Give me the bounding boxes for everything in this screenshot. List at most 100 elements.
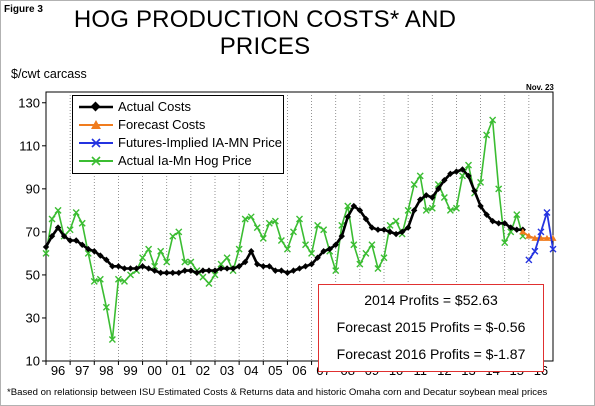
actual-costs-point xyxy=(398,228,406,236)
x-tick-label: 06 xyxy=(292,363,306,378)
figure-label: Figure 3 xyxy=(4,4,43,15)
actual-price-point xyxy=(440,193,448,201)
legend-item-actual-price: Actual Ia-Mn Hog Price xyxy=(79,152,279,170)
futures-price-point xyxy=(531,247,539,255)
actual-costs-point xyxy=(471,187,478,195)
frame-left-border xyxy=(0,0,1,406)
actual-costs-point xyxy=(54,224,62,231)
actual-price-point xyxy=(265,219,273,227)
actual-price-point xyxy=(163,258,171,266)
forecast-costs-point xyxy=(525,232,533,239)
actual-costs-point xyxy=(344,213,351,221)
actual-price-point xyxy=(66,226,74,234)
date-note: Nov. 23 xyxy=(526,83,554,92)
actual-costs-point xyxy=(211,267,219,274)
actual-price-point xyxy=(78,219,86,227)
x-tick-label: 00 xyxy=(147,363,161,378)
x-tick-label: 05 xyxy=(268,363,282,378)
actual-costs-point xyxy=(513,226,520,233)
x-tick-label: 03 xyxy=(220,363,234,378)
actual-costs-point xyxy=(181,267,189,274)
actual-costs-point xyxy=(91,248,98,255)
actual-costs-point xyxy=(332,241,339,248)
actual-price-point xyxy=(187,258,195,266)
actual-price-point xyxy=(386,221,394,229)
actual-costs-point xyxy=(429,194,436,201)
actual-price-point xyxy=(332,267,340,275)
actual-costs-point xyxy=(483,211,490,218)
actual-price-point xyxy=(416,172,424,180)
actual-price-point xyxy=(314,221,322,229)
frame-top-border xyxy=(0,0,595,1)
actual-price-point xyxy=(368,241,376,249)
actual-costs-point xyxy=(169,269,176,276)
actual-price-point xyxy=(181,258,189,266)
actual-price-point xyxy=(380,254,388,262)
actual-costs-point xyxy=(320,248,327,255)
actual-costs-point xyxy=(410,207,418,214)
x-tick-label: 96 xyxy=(51,363,65,378)
actual-costs-point xyxy=(48,232,56,240)
actual-costs-point xyxy=(266,263,273,270)
actual-costs-point xyxy=(97,252,104,259)
x-tick-label: 01 xyxy=(172,363,186,378)
actual-costs-point xyxy=(350,202,358,210)
actual-costs-point xyxy=(60,232,68,240)
profit-2014: 2014 Profits = $52.63 xyxy=(364,292,498,308)
actual-price-point xyxy=(452,204,460,212)
actual-price-point xyxy=(54,206,62,214)
futures-price-point xyxy=(549,245,557,253)
actual-costs-point xyxy=(151,267,158,274)
actual-price-point xyxy=(145,245,153,253)
actual-costs-point xyxy=(79,241,86,248)
actual-costs-point xyxy=(423,192,430,199)
profit-forecast-2016: Forecast 2016 Profits = $-1.87 xyxy=(336,346,526,362)
legend-item-futures-price: Futures-Implied IA-MN Price xyxy=(79,134,282,152)
actual-costs-point xyxy=(501,220,508,227)
actual-price-point xyxy=(84,249,92,257)
actual-costs-point xyxy=(453,168,460,175)
legend-swatch-actual-costs xyxy=(79,101,113,112)
actual-costs-point xyxy=(85,245,92,253)
actual-price-point xyxy=(392,217,400,225)
actual-price-point xyxy=(90,277,98,285)
actual-price-point xyxy=(120,277,128,285)
actual-costs-point xyxy=(404,224,412,231)
x-tick-label: 04 xyxy=(244,363,258,378)
y-tick-label: 50 xyxy=(26,267,40,282)
forecast-costs-point xyxy=(519,228,527,235)
actual-costs-point xyxy=(392,230,400,238)
actual-costs-point xyxy=(507,224,514,231)
actual-price-point xyxy=(108,335,116,343)
actual-costs-point xyxy=(223,265,231,272)
profits-box: 2014 Profits = $52.63 Forecast 2015 Prof… xyxy=(318,284,544,372)
profit-forecast-2015: Forecast 2015 Profits = $-0.56 xyxy=(336,319,526,335)
actual-costs-point xyxy=(133,265,140,272)
y-tick-label: 10 xyxy=(26,354,40,369)
actual-price-point xyxy=(175,228,183,236)
actual-price-point xyxy=(374,264,382,272)
actual-costs-point xyxy=(109,263,116,270)
forecast-costs-point xyxy=(531,234,539,241)
actual-costs-point xyxy=(139,263,146,270)
actual-costs-point xyxy=(477,202,484,210)
actual-costs-point xyxy=(121,265,128,272)
actual-price-point xyxy=(241,215,249,223)
actual-costs-point xyxy=(187,267,195,274)
actual-costs-point xyxy=(489,217,496,225)
plot-frame xyxy=(45,91,554,362)
actual-costs-point xyxy=(103,256,110,264)
actual-costs-point xyxy=(495,220,502,227)
actual-costs-point xyxy=(386,228,394,236)
legend-label-actual-price: Actual Ia-Mn Hog Price xyxy=(118,153,252,168)
actual-costs-point xyxy=(42,243,50,251)
actual-costs-point xyxy=(157,269,164,276)
futures-price-point xyxy=(543,209,551,217)
x-tick-label: 02 xyxy=(196,363,210,378)
actual-price-point xyxy=(253,224,261,232)
actual-price-point xyxy=(507,228,515,236)
futures-price-point xyxy=(525,256,533,264)
actual-costs-point xyxy=(374,226,382,233)
actual-costs-point xyxy=(205,267,213,274)
